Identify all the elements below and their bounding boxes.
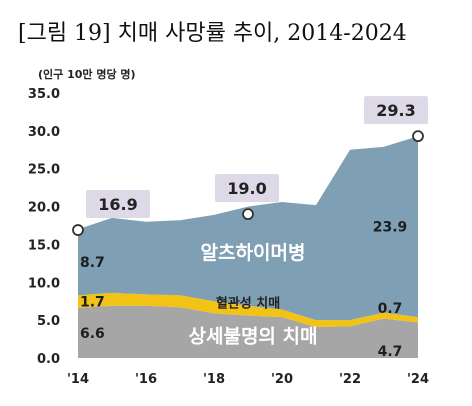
chart-title: [그림 19] 치매 사망률 추이, 2014-2024: [18, 21, 407, 46]
series-name-label: 상세불명의 치매: [189, 325, 318, 347]
total-callout-box: [86, 190, 150, 219]
total-callout-box: [215, 174, 279, 203]
total-marker: [72, 224, 84, 236]
series-name-label: 알츠하이머병: [201, 242, 306, 264]
x-tick-label: '20: [271, 372, 293, 387]
series-first-value: 8.7: [80, 255, 105, 271]
y-tick-label: 25.0: [28, 163, 60, 178]
x-tick-label: '24: [407, 372, 429, 387]
y-tick-label: 30.0: [28, 125, 60, 140]
series-first-value: 6.6: [80, 326, 105, 342]
y-tick-label: 20.0: [28, 201, 60, 216]
y-tick-label: 5.0: [37, 314, 60, 329]
series-name-label: 혈관성 치매: [216, 296, 280, 312]
area-alzheimer: [78, 136, 418, 321]
y-tick-label: 15.0: [28, 238, 60, 253]
total-marker: [412, 130, 424, 143]
total-callout-label: 19.0: [227, 179, 266, 198]
area-vascular: [78, 292, 418, 327]
series-last-value: 4.7: [378, 344, 403, 360]
area-unspecified: [78, 305, 418, 358]
y-tick-label: 10.0: [28, 276, 60, 291]
series-last-value: 23.9: [373, 220, 408, 236]
x-tick-label: '16: [135, 372, 157, 387]
total-callout-label: 29.3: [376, 101, 415, 120]
series-first-value: 1.7: [80, 295, 105, 311]
y-tick-label: 35.0: [28, 87, 60, 102]
total-callout-label: 16.9: [98, 195, 137, 214]
x-tick-label: '18: [203, 372, 225, 387]
unit-label: (인구 10만 명당 명): [38, 67, 136, 81]
x-tick-label: '22: [339, 372, 361, 387]
series-last-value: 0.7: [378, 301, 403, 317]
total-marker: [242, 208, 254, 221]
x-tick-label: '14: [67, 372, 89, 387]
y-tick-label: 0.0: [37, 352, 60, 367]
total-callout-box: [364, 96, 428, 125]
